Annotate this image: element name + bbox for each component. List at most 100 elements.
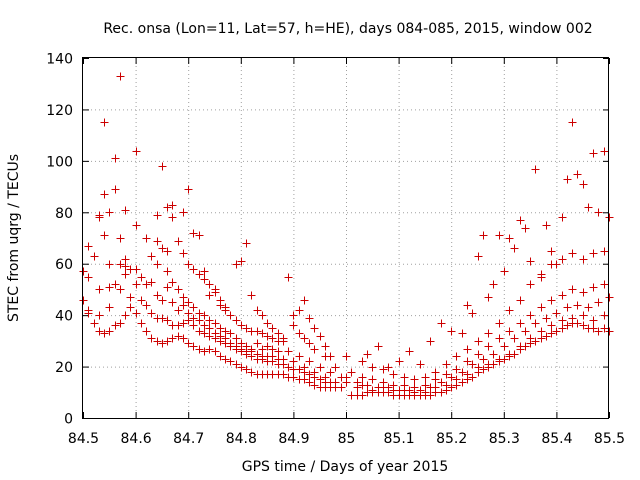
data-point [189, 314, 198, 323]
data-point [142, 327, 151, 336]
data-point [300, 363, 309, 372]
data-point [174, 332, 183, 341]
data-point [205, 280, 214, 289]
data-point [421, 373, 430, 382]
data-point [100, 231, 109, 240]
x-tick-label: 85.3 [489, 431, 520, 447]
data-point [216, 352, 225, 361]
data-point [589, 283, 598, 292]
data-point [163, 283, 172, 292]
data-point [600, 311, 609, 320]
data-point [242, 342, 251, 351]
data-point [242, 365, 251, 374]
data-point [211, 347, 220, 356]
data-point [147, 252, 156, 261]
data-point [416, 386, 425, 395]
data-point [358, 373, 367, 382]
data-point [79, 296, 88, 305]
data-point [153, 291, 162, 300]
data-point [247, 291, 256, 300]
data-point [179, 334, 188, 343]
data-point [468, 360, 477, 369]
data-point [84, 273, 93, 282]
data-point [305, 339, 314, 348]
data-point [442, 370, 451, 379]
data-point [132, 221, 141, 230]
data-point [489, 350, 498, 359]
data-point [189, 265, 198, 274]
data-point [600, 247, 609, 256]
data-point [126, 293, 135, 302]
data-point [416, 360, 425, 369]
data-point [458, 378, 467, 387]
data-point [184, 185, 193, 194]
data-point [253, 327, 262, 336]
grid-lines [83, 58, 609, 418]
data-point [211, 285, 220, 294]
x-tick-label: 84.6 [121, 431, 152, 447]
data-point [137, 296, 146, 305]
data-point [111, 321, 120, 330]
data-point [537, 303, 546, 312]
data-point [363, 381, 372, 390]
data-point [421, 388, 430, 397]
data-point [447, 327, 456, 336]
data-point [605, 213, 614, 222]
data-point [516, 342, 525, 351]
data-point [426, 337, 435, 346]
data-point [174, 306, 183, 315]
data-point [395, 386, 404, 395]
data-point [216, 301, 225, 310]
data-point [253, 350, 262, 359]
data-point [179, 301, 188, 310]
data-point [179, 319, 188, 328]
data-point [579, 311, 588, 320]
data-point [447, 373, 456, 382]
data-point [552, 260, 561, 269]
data-point [589, 324, 598, 333]
data-point [116, 319, 125, 328]
data-point [153, 337, 162, 346]
data-point [211, 319, 220, 328]
data-point [579, 180, 588, 189]
data-point [216, 332, 225, 341]
data-point [179, 208, 188, 217]
data-point [505, 306, 514, 315]
data-point [521, 327, 530, 336]
data-point [326, 352, 335, 361]
data-point [521, 224, 530, 233]
data-point [405, 347, 414, 356]
data-point [452, 365, 461, 374]
data-point [163, 203, 172, 212]
data-point [579, 321, 588, 330]
data-point [305, 370, 314, 379]
data-point [479, 365, 488, 374]
data-point [158, 314, 167, 323]
data-point [389, 381, 398, 390]
data-point [95, 211, 104, 220]
data-point [395, 357, 404, 366]
data-point [274, 347, 283, 356]
data-point [452, 375, 461, 384]
data-point [105, 208, 114, 217]
data-point [121, 206, 130, 215]
data-point [184, 339, 193, 348]
data-point [189, 229, 198, 238]
data-point [484, 293, 493, 302]
data-point [537, 273, 546, 282]
data-point [326, 368, 335, 377]
data-point [174, 321, 183, 330]
data-point [600, 280, 609, 289]
data-point [205, 332, 214, 341]
data-point [563, 175, 572, 184]
data-point [132, 309, 141, 318]
x-tick-label: 85.2 [436, 431, 467, 447]
data-point [573, 301, 582, 310]
data-point [195, 309, 204, 318]
data-point [158, 162, 167, 171]
data-point [253, 339, 262, 348]
data-point [221, 306, 230, 315]
data-point [268, 334, 277, 343]
data-point [589, 149, 598, 158]
